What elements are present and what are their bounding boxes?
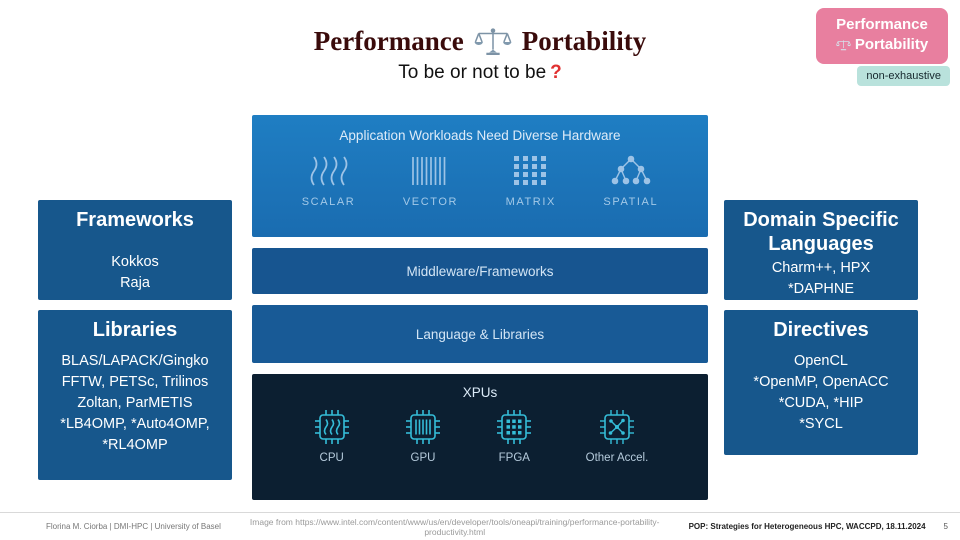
vector-icon [412,157,446,185]
dsl-line: Charm++, HPX [771,260,871,276]
xpu-item-gpu: GPU [403,407,443,464]
middleware-bar: Middleware/Frameworks [252,248,708,294]
xpu-item-cpu: CPU [312,407,352,464]
hardware-box-title: Application Workloads Need Diverse Hardw… [339,128,621,143]
footer: Florina M. Ciorba | DMI-HPC | University… [0,512,960,540]
libraries-line: FFTW, PETSc, Trilinos [61,374,209,391]
hw-label: SPATIAL [603,196,659,208]
center-stack: Application Workloads Need Diverse Hardw… [252,115,708,500]
libraries-line: Zoltan, ParMETIS [77,395,193,412]
hw-label: VECTOR [402,196,459,208]
directives-line: *CUDA, *HIP [778,395,864,412]
libraries-line: *LB4OMP, *Auto4OMP, [60,416,210,433]
libraries-box: Libraries BLAS/LAPACK/Gingko FFTW, PETSc… [38,310,232,480]
frameworks-box: Frameworks Kokkos Raja [38,200,232,300]
title-left: Performance [313,26,464,56]
page-title: Performance Portability [0,26,960,57]
fpga-chip-icon [497,410,532,444]
frameworks-title: Frameworks [76,209,194,231]
scales-icon [474,27,512,55]
spatial-icon [611,155,651,185]
directives-box: Directives OpenCL *OpenMP, OpenACC *CUDA… [724,310,918,455]
libraries-line: *RL4OMP [102,437,168,454]
gpu-chip-icon [405,410,440,444]
non-exhaustive-badge: non-exhaustive [857,66,950,86]
hardware-box: Application Workloads Need Diverse Hardw… [252,115,708,237]
xpu-label: CPU [319,452,344,464]
scalar-icon [310,156,347,186]
directives-line: *SYCL [799,416,843,433]
subtitle: To be or not to be? [0,62,960,84]
xpus-title: XPUs [462,385,498,400]
subtitle-question-mark: ? [550,62,562,83]
directives-title: Directives [773,319,869,341]
hw-item-matrix: MATRIX [506,153,556,208]
xpu-item-other-accel: Other Accel. [585,407,649,464]
badge-line1: Performance [836,16,928,33]
hw-item-scalar: SCALAR [302,153,356,208]
language-libraries-bar: Language & Libraries [252,305,708,363]
domain-specific-languages-box: Domain Specific Languages Charm++, HPX *… [724,200,918,300]
title-right: Portability [521,26,647,56]
cpu-chip-icon [314,410,349,444]
directives-line: *OpenMP, OpenACC [753,374,889,391]
badge-line2: Portability [854,36,929,54]
frameworks-line: Kokkos [111,254,159,270]
hw-label: MATRIX [505,196,556,208]
dsl-title: Domain Specific Languages [743,209,899,255]
frameworks-line: Raja [120,275,150,292]
hw-item-spatial: SPATIAL [603,153,658,208]
matrix-icon [513,156,546,185]
footer-image-source: Image from https://www.intel.com/content… [249,516,660,537]
scales-icon [836,40,851,51]
xpus-box: XPUs CPU [252,374,708,500]
hw-item-vector: VECTOR [403,153,458,208]
footer-conference: POP: Strategies for Heterogeneous HPC, W… [688,522,926,531]
hw-label: SCALAR [301,196,356,208]
xpu-label: Other Accel. [585,452,649,464]
performance-portability-badge: Performance Portability [816,8,948,64]
xpu-label: GPU [410,452,436,464]
dsl-line: *DAPHNE [787,281,855,298]
subtitle-text: To be or not to be [398,62,547,83]
footer-author: Florina M. Ciorba | DMI-HPC | University… [46,522,221,531]
directives-line: OpenCL [793,353,848,369]
libraries-title: Libraries [92,319,178,341]
libraries-line: BLAS/LAPACK/Gingko [61,353,209,369]
xpu-item-fpga: FPGA [494,407,534,464]
footer-page-number: 5 [943,522,948,531]
xpu-label: FPGA [498,452,530,464]
other-accel-chip-icon [599,410,634,444]
